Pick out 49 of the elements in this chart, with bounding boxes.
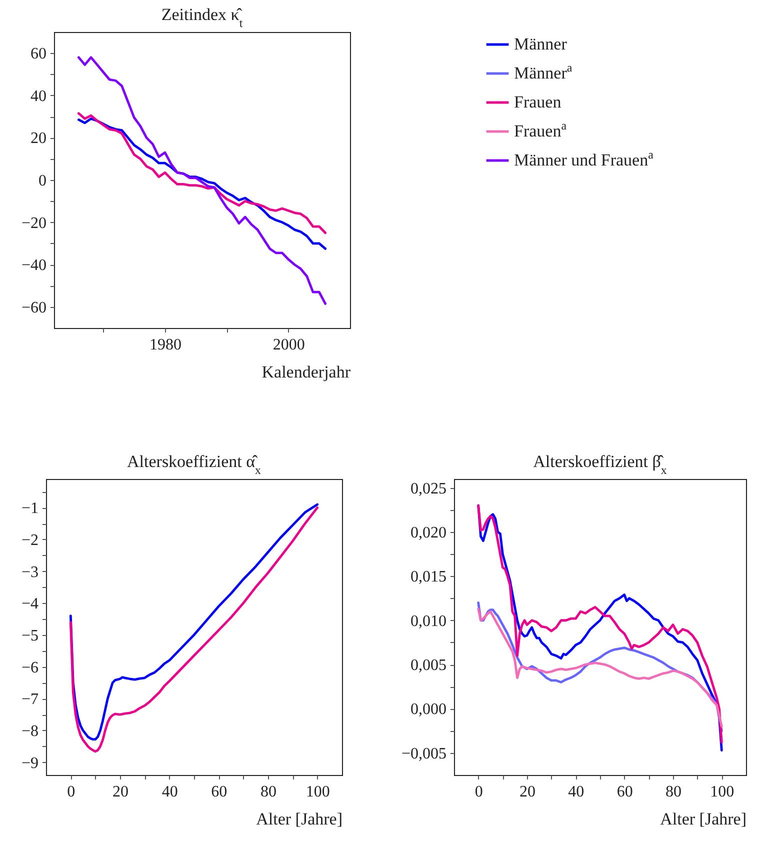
x-tick-label: 0 [67, 784, 76, 800]
x-axis-title: Alter [Jahre] [660, 810, 746, 828]
y-tick-label: −5 [21, 627, 38, 644]
x-tick-label: 100 [710, 784, 734, 800]
y-tick-label: −2 [21, 532, 38, 549]
text: Frauen$^{a}$ [514, 118, 566, 140]
x-tick-label: 20 [520, 784, 536, 800]
legend-label: Männer und Frauen$^{a}$ [514, 148, 654, 170]
y-tick-label: 0,005 [410, 657, 446, 674]
y-tick-label: 0 [38, 172, 46, 190]
legend-label: Männer [514, 34, 568, 54]
y-tick-label: −3 [21, 564, 38, 581]
x-tick-label: 2000 [272, 336, 305, 354]
x-axis-title: Kalenderjahr [262, 362, 351, 382]
legend-label: Frauen [514, 92, 562, 112]
y-tick-label: 0,020 [410, 524, 446, 542]
y-tick-label: −8 [21, 722, 38, 740]
x-tick-label: 60 [211, 784, 228, 800]
x-tick-label: 60 [616, 784, 633, 800]
x-tick-label: 0 [474, 784, 483, 800]
line-series [77, 56, 327, 305]
y-tick-label: 40 [30, 88, 46, 105]
y-tick-label: 20 [30, 130, 46, 148]
text: Männer$^{a}$ [514, 60, 572, 82]
x-tick-label: 40 [568, 784, 584, 800]
x-tick-label: 80 [260, 784, 276, 800]
y-tick-label: −1 [21, 500, 38, 518]
x-tick-label: 40 [162, 784, 178, 800]
y-tick-label: −0,005 [401, 745, 446, 762]
y-tick-label: −6 [21, 659, 38, 676]
x-tick-label: 80 [666, 784, 682, 800]
x-tick-label: 20 [112, 784, 128, 800]
y-tick-label: −9 [21, 754, 38, 772]
x-tick-label: 1980 [150, 336, 182, 354]
chart-title: Alterskoeffizient β̂$_{x}$ [533, 452, 667, 477]
y-tick-label: −20 [21, 214, 46, 232]
y-tick-label: 0,000 [410, 701, 446, 718]
y-tick-label: 0,015 [410, 568, 446, 586]
x-axis-title: Alter [Jahre] [256, 810, 342, 828]
x-tick-label: 100 [306, 784, 330, 800]
y-tick-label: 0,010 [410, 612, 446, 630]
y-tick-label: −40 [21, 257, 46, 274]
chart-title: Alterskoeffizient α̂$_{x}$ [127, 452, 262, 477]
y-tick-label: −60 [21, 299, 46, 316]
y-tick-label: −7 [21, 691, 38, 708]
y-tick-label: −4 [21, 596, 38, 613]
chart-title: Zeitindex κ̂$_{t}$ [161, 5, 244, 30]
y-tick-label: 0,025 [410, 480, 446, 498]
y-tick-label: 60 [30, 46, 46, 63]
